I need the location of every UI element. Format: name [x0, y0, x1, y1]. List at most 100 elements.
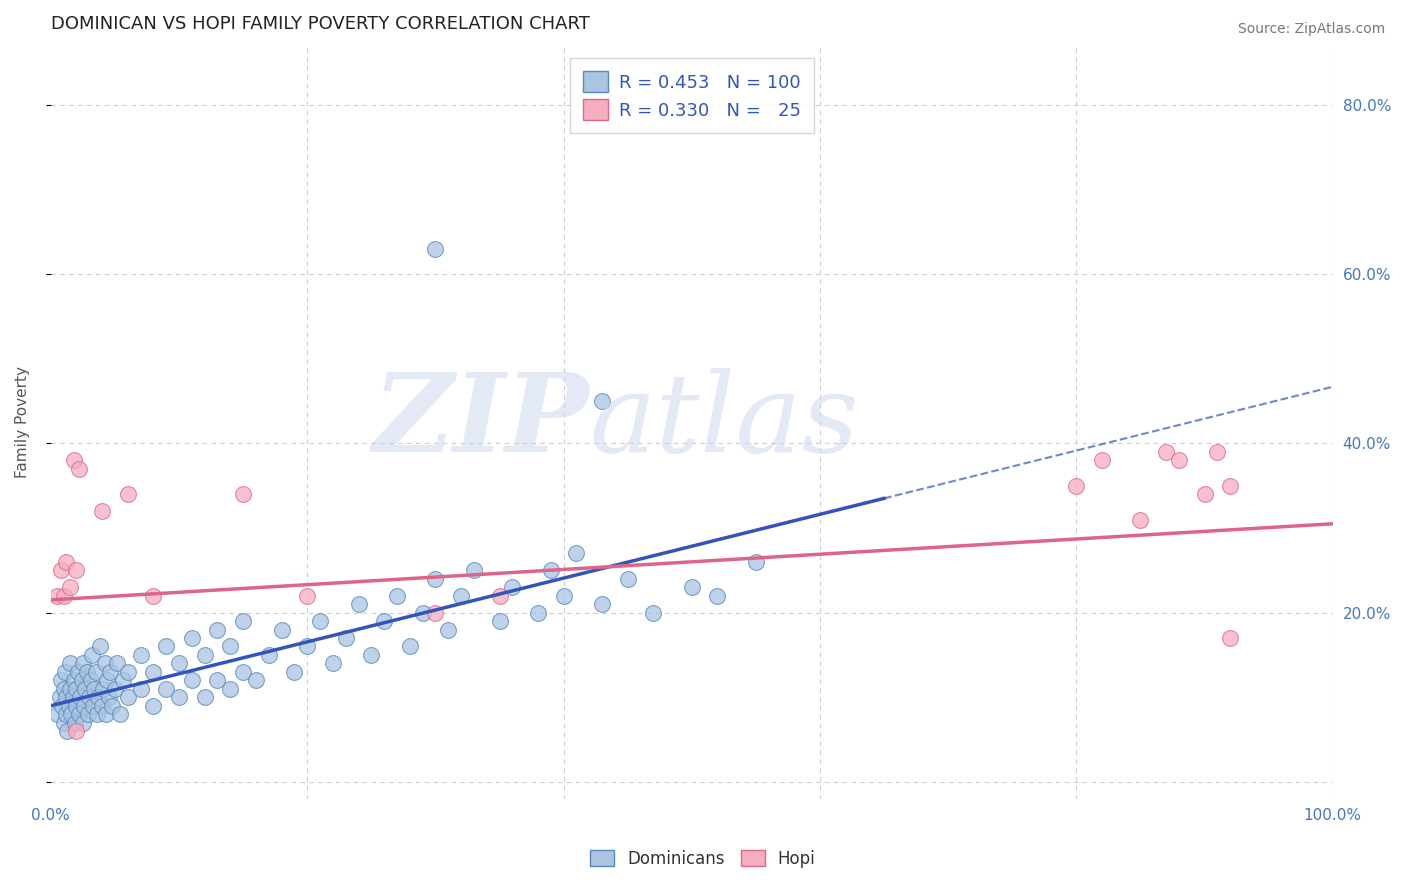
Point [67, 462, 90, 476]
Point [425, 606, 447, 620]
Point [501, 580, 523, 594]
Point [49, 690, 72, 705]
Point [155, 681, 177, 696]
Point [63, 715, 86, 730]
Point [93, 657, 115, 671]
Point [1091, 453, 1114, 467]
Point [142, 665, 165, 679]
Point [89, 640, 111, 654]
Point [681, 580, 703, 594]
Point [1206, 445, 1229, 459]
Point [52, 589, 75, 603]
Point [232, 614, 254, 628]
Point [1194, 487, 1216, 501]
Point [101, 698, 124, 713]
Point [437, 623, 460, 637]
Point [59, 580, 82, 594]
Point [616, 572, 638, 586]
Point [97, 690, 120, 705]
Legend: R = 0.453   N = 100, R = 0.330   N =   25: R = 0.453 N = 100, R = 0.330 N = 25 [569, 59, 814, 133]
Point [117, 690, 139, 705]
Text: Source: ZipAtlas.com: Source: ZipAtlas.com [1237, 22, 1385, 37]
Point [1219, 631, 1241, 645]
Point [270, 623, 292, 637]
Point [59, 681, 82, 696]
Point [55, 555, 77, 569]
Point [155, 640, 177, 654]
Legend: Dominicans, Hopi: Dominicans, Hopi [583, 844, 823, 875]
Point [180, 631, 202, 645]
Point [232, 665, 254, 679]
Point [540, 563, 562, 577]
Point [72, 715, 94, 730]
Point [84, 665, 107, 679]
Point [104, 681, 127, 696]
Point [450, 589, 472, 603]
Text: ZIP: ZIP [373, 368, 589, 476]
Point [488, 614, 510, 628]
Point [167, 657, 190, 671]
Text: DOMINICAN VS HOPI FAMILY POVERTY CORRELATION CHART: DOMINICAN VS HOPI FAMILY POVERTY CORRELA… [51, 15, 589, 33]
Point [69, 690, 91, 705]
Point [219, 640, 242, 654]
Point [565, 546, 588, 560]
Point [142, 698, 165, 713]
Point [117, 487, 139, 501]
Point [65, 681, 87, 696]
Point [207, 623, 229, 637]
Point [52, 715, 75, 730]
Point [309, 614, 332, 628]
Point [108, 707, 131, 722]
Point [86, 707, 108, 722]
Point [398, 640, 420, 654]
Point [463, 563, 485, 577]
Y-axis label: Family Poverty: Family Poverty [15, 367, 30, 478]
Point [591, 394, 613, 409]
Point [257, 648, 280, 662]
Point [80, 648, 103, 662]
Point [63, 453, 86, 467]
Point [425, 572, 447, 586]
Point [167, 690, 190, 705]
Point [643, 606, 665, 620]
Point [706, 589, 728, 603]
Point [553, 589, 575, 603]
Point [117, 665, 139, 679]
Point [94, 707, 117, 722]
Point [425, 242, 447, 256]
Point [75, 681, 97, 696]
Point [49, 673, 72, 688]
Point [107, 657, 129, 671]
Point [73, 698, 96, 713]
Point [49, 563, 72, 577]
Point [98, 665, 121, 679]
Point [91, 504, 114, 518]
Point [1168, 453, 1191, 467]
Point [245, 673, 267, 688]
Point [1219, 478, 1241, 492]
Point [111, 673, 134, 688]
Point [70, 673, 93, 688]
Point [219, 681, 242, 696]
Point [1154, 445, 1177, 459]
Point [347, 597, 370, 611]
Point [52, 681, 75, 696]
Point [56, 724, 79, 739]
Point [76, 665, 98, 679]
Point [63, 673, 86, 688]
Point [65, 698, 87, 713]
Point [360, 648, 382, 662]
Point [65, 724, 87, 739]
Point [91, 698, 114, 713]
Point [79, 690, 101, 705]
Point [527, 606, 550, 620]
Point [67, 707, 90, 722]
Point [129, 648, 152, 662]
Point [322, 657, 344, 671]
Point [1129, 512, 1152, 526]
Point [60, 707, 83, 722]
Point [129, 681, 152, 696]
Point [488, 589, 510, 603]
Point [385, 589, 408, 603]
Point [65, 563, 87, 577]
